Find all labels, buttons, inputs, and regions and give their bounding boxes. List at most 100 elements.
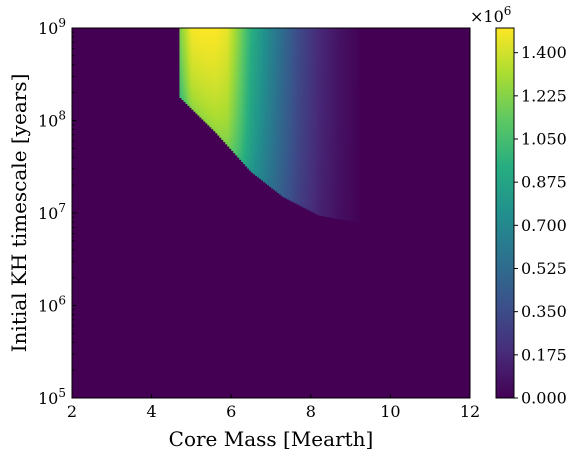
heatmap-cell xyxy=(213,120,216,124)
heatmap-cell xyxy=(205,61,208,65)
heatmap-cell xyxy=(239,119,242,124)
heatmap-cell xyxy=(245,103,248,108)
heatmap-cell xyxy=(314,157,318,163)
heatmap-cell xyxy=(324,140,328,147)
heatmap-cell xyxy=(191,28,194,31)
heatmap-cell xyxy=(304,172,308,178)
heatmap-cell xyxy=(340,166,344,172)
heatmap-cell xyxy=(344,56,348,63)
heatmap-cell xyxy=(326,112,330,119)
heatmap-cell xyxy=(332,179,336,186)
heatmap-cell xyxy=(314,162,318,168)
heatmap-cell xyxy=(263,51,266,56)
heatmap-cell xyxy=(302,162,306,168)
heatmap-cell xyxy=(271,39,274,45)
heatmap-cell xyxy=(294,119,298,125)
heatmap-cell xyxy=(231,86,234,90)
heatmap-cell xyxy=(241,41,244,46)
heatmap-cell xyxy=(306,195,310,201)
heatmap-cell xyxy=(253,133,256,138)
heatmap-cell xyxy=(276,180,280,185)
heatmap-cell xyxy=(219,55,222,59)
heatmap-cell xyxy=(324,178,328,184)
heatmap-cell xyxy=(257,83,260,89)
y-tick-label: 106 xyxy=(38,294,66,316)
heatmap-cell xyxy=(278,177,282,183)
heatmap-cell xyxy=(336,104,340,110)
heatmap-cell xyxy=(179,76,183,79)
heatmap-cell xyxy=(308,169,312,175)
heatmap-cell xyxy=(215,56,218,61)
heatmap-cell xyxy=(342,214,346,221)
heatmap-cell xyxy=(209,87,212,91)
heatmap-cell xyxy=(316,111,320,118)
heatmap-cell xyxy=(211,78,214,82)
heatmap-cell xyxy=(225,56,228,61)
heatmap-cell xyxy=(241,141,244,146)
heatmap-cell xyxy=(207,95,210,99)
heatmap-cell xyxy=(215,88,218,92)
heatmap-cell xyxy=(189,47,192,51)
heatmap-cell xyxy=(181,94,185,97)
heatmap-cell xyxy=(276,81,280,87)
colorbar-tick-label: 0.875 xyxy=(521,173,567,192)
heatmap-cell xyxy=(292,28,296,33)
heatmap-cell xyxy=(215,41,218,45)
heatmap-cell xyxy=(334,80,338,86)
heatmap-cell xyxy=(183,31,187,35)
heatmap-cell xyxy=(231,34,234,38)
heatmap-cell xyxy=(348,56,352,63)
heatmap-cell xyxy=(282,154,286,160)
heatmap-cell xyxy=(229,31,232,35)
heatmap-cell xyxy=(286,117,290,123)
heatmap-cell xyxy=(350,182,354,188)
heatmap-cell xyxy=(201,87,204,90)
heatmap-cell xyxy=(354,57,358,63)
heatmap-cell xyxy=(253,148,256,153)
heatmap-cell xyxy=(300,130,304,136)
heatmap-cell xyxy=(286,122,290,127)
heatmap-cell xyxy=(191,68,194,72)
heatmap-cell xyxy=(201,43,204,47)
heatmap-cell xyxy=(257,169,260,174)
heatmap-cell xyxy=(316,181,320,187)
heatmap-cell xyxy=(195,72,198,76)
heatmap-cell xyxy=(219,134,222,138)
heatmap-cell xyxy=(181,38,185,42)
heatmap-cell xyxy=(203,95,206,99)
heatmap-cell xyxy=(205,42,208,46)
heatmap-cell xyxy=(257,57,260,63)
heatmap-cell xyxy=(221,41,224,46)
heatmap-cell xyxy=(298,174,302,180)
heatmap-cell xyxy=(284,121,288,127)
heatmap-cell xyxy=(269,55,272,61)
heatmap-cell xyxy=(300,45,304,51)
heatmap-cell xyxy=(211,58,214,62)
heatmap-cell xyxy=(201,80,204,84)
heatmap-cell xyxy=(272,173,276,178)
heatmap-cell xyxy=(191,76,194,80)
heatmap-cell xyxy=(217,132,220,136)
heatmap-cell xyxy=(265,101,268,107)
heatmap-cell xyxy=(336,146,340,153)
heatmap-cell xyxy=(271,175,274,181)
heatmap-cell xyxy=(197,60,200,64)
heatmap-cell xyxy=(231,46,234,51)
heatmap-cell xyxy=(259,84,262,89)
heatmap-cell xyxy=(231,125,234,130)
heatmap-cell xyxy=(205,82,208,86)
heatmap-cell xyxy=(322,164,326,170)
heatmap-cell xyxy=(265,82,268,87)
heatmap-cell xyxy=(217,68,220,72)
heatmap-cell xyxy=(278,115,282,120)
heatmap-cell xyxy=(211,45,214,49)
heatmap-cell xyxy=(237,118,240,123)
heatmap-cell xyxy=(276,163,280,169)
heatmap-cell xyxy=(356,76,360,82)
heatmap-cell xyxy=(241,154,244,159)
heatmap-cell xyxy=(265,155,268,161)
heatmap-cell xyxy=(340,71,344,77)
heatmap-cell xyxy=(243,78,246,83)
heatmap-cell xyxy=(336,80,340,86)
heatmap-cell xyxy=(223,76,226,80)
